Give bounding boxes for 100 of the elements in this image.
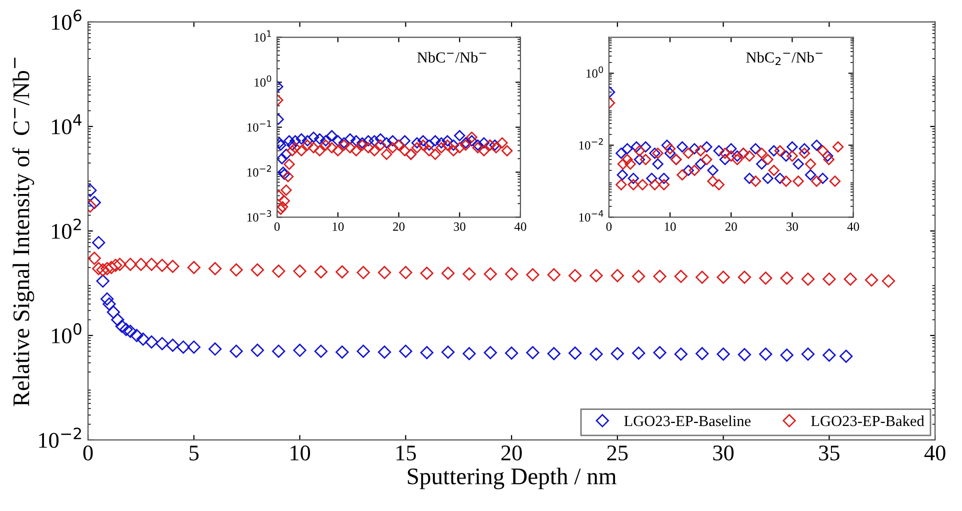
point	[630, 141, 642, 152]
point	[320, 135, 332, 146]
point	[424, 140, 435, 151]
point	[296, 133, 307, 145]
point	[768, 164, 780, 176]
point	[628, 172, 639, 184]
x-tick-label: 40	[514, 222, 526, 231]
point	[864, 273, 878, 287]
y-tick-label: 10$^{−2}$	[39, 428, 81, 448]
point	[466, 132, 478, 143]
point	[277, 201, 288, 212]
point	[762, 154, 774, 166]
point	[326, 142, 338, 154]
point	[374, 140, 386, 151]
point	[280, 184, 292, 196]
point	[320, 140, 332, 151]
point	[441, 266, 455, 280]
point	[726, 143, 737, 154]
y-tick-label: 10$^{2}$	[52, 218, 81, 239]
point	[636, 179, 648, 190]
x-tick-label: 10	[290, 445, 310, 460]
point	[756, 148, 768, 159]
point	[676, 169, 688, 180]
point	[774, 145, 786, 156]
point	[187, 260, 200, 274]
point	[124, 258, 137, 271]
point	[634, 154, 646, 166]
point	[399, 135, 410, 146]
point	[719, 154, 731, 166]
point	[314, 265, 328, 278]
point	[454, 142, 466, 154]
point	[768, 145, 780, 156]
point	[336, 265, 349, 278]
point	[462, 267, 476, 281]
legend-label: LGO23-EP-Baseline	[624, 415, 751, 426]
point	[832, 141, 844, 152]
point	[380, 137, 392, 148]
point	[314, 133, 326, 145]
point	[92, 236, 106, 250]
point	[120, 322, 133, 336]
point	[115, 320, 128, 333]
point	[302, 135, 314, 146]
x-tick-label: 40	[847, 222, 860, 231]
point	[694, 158, 706, 170]
point	[286, 145, 298, 156]
point	[399, 145, 410, 156]
point	[92, 262, 106, 276]
point	[792, 176, 804, 187]
point	[387, 135, 398, 146]
y-tick-label: 10$^{0}$	[52, 323, 82, 344]
point	[484, 267, 497, 281]
point	[356, 137, 368, 148]
point	[88, 196, 101, 210]
point	[124, 324, 137, 338]
y-tick-label: 10$^{−2}$	[247, 165, 271, 177]
point	[713, 145, 725, 156]
point	[801, 272, 815, 286]
point	[272, 264, 286, 278]
x-tick-label: 0	[274, 222, 280, 231]
point	[568, 346, 582, 360]
point	[688, 143, 700, 154]
point	[774, 172, 786, 184]
point	[804, 169, 816, 180]
point	[332, 145, 344, 156]
point	[420, 266, 434, 280]
point	[732, 150, 743, 162]
point	[616, 169, 628, 180]
point	[156, 258, 169, 272]
point	[653, 270, 666, 283]
point	[804, 158, 816, 170]
point	[801, 348, 815, 361]
point	[786, 141, 798, 152]
x-tick-label: 10	[332, 222, 344, 231]
point	[682, 148, 694, 159]
point	[350, 145, 362, 156]
point	[780, 150, 792, 162]
point	[504, 346, 518, 360]
y-tick-label: 10$^{4}$	[52, 114, 82, 134]
y-tick-label: 10$^{−2}$	[579, 138, 603, 150]
point	[501, 145, 513, 156]
point	[750, 176, 762, 187]
x-tick-label: 10	[664, 222, 676, 231]
point	[762, 172, 774, 184]
point	[489, 140, 500, 151]
point	[88, 252, 101, 265]
point	[374, 133, 386, 145]
y-tick-label: 10$^{−3}$	[247, 210, 272, 222]
x-tick-label: 30	[713, 445, 734, 460]
point	[526, 346, 540, 360]
point	[822, 272, 836, 286]
point	[166, 260, 180, 273]
point	[368, 135, 380, 146]
point	[293, 264, 306, 278]
point	[719, 148, 731, 159]
x-tick-label: 20	[501, 445, 522, 460]
point	[96, 274, 110, 288]
point	[617, 158, 629, 170]
point	[624, 158, 636, 170]
point	[411, 142, 423, 154]
point	[590, 269, 603, 282]
